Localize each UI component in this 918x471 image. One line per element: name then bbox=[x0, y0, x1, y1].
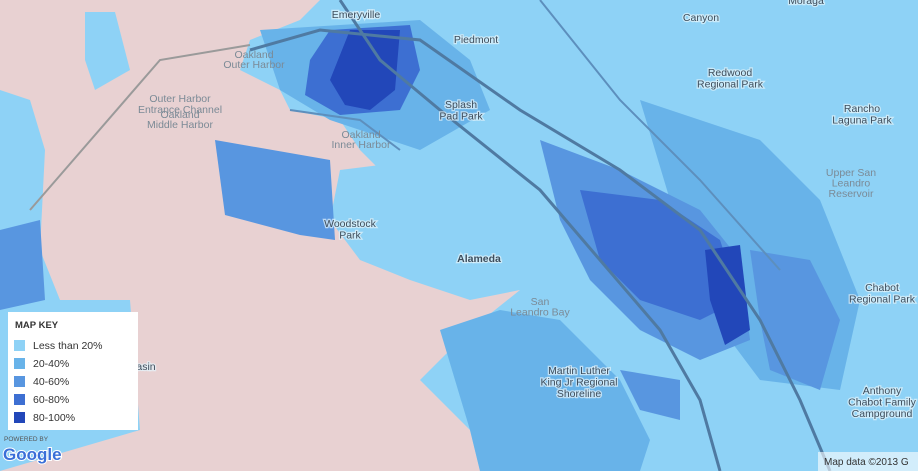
place-label: Anthony Chabot Family Campground bbox=[848, 385, 916, 420]
place-label-line: Redwood bbox=[708, 67, 753, 79]
map-key-title: MAP KEY bbox=[15, 320, 59, 331]
west-edge bbox=[0, 220, 45, 310]
place-label-line: Oakland bbox=[234, 49, 273, 61]
place-label-line: Woodstock bbox=[324, 218, 376, 230]
oakland-port bbox=[215, 140, 335, 240]
alameda bbox=[330, 160, 530, 300]
map-data: Map data ©2013 G bbox=[824, 457, 909, 468]
east-oakland-c bbox=[705, 245, 750, 345]
place-label: Upper San Leandro Reservoir bbox=[826, 167, 876, 200]
map-key-box bbox=[8, 312, 138, 430]
place-label: Redwood Regional Park bbox=[697, 67, 764, 91]
key-swatch bbox=[14, 394, 25, 405]
place-label-line: Middle Harbor bbox=[147, 119, 213, 131]
place-label: Oakland Middle Harbor bbox=[147, 109, 213, 131]
place-label-line: Regional Park bbox=[849, 294, 916, 306]
place-label-line: Upper San bbox=[826, 167, 876, 179]
place-label: Piedmont bbox=[454, 34, 498, 46]
roads bbox=[29, 0, 832, 471]
place-label: Moraga bbox=[788, 0, 824, 7]
place-label-line: Park bbox=[339, 230, 361, 242]
place-label-line: Oakland bbox=[341, 129, 380, 141]
place-label-line: Piedmont bbox=[454, 34, 498, 46]
google-logo: Google bbox=[3, 445, 62, 464]
powered-by: POWERED BY bbox=[4, 436, 49, 443]
place-label-line: Splash bbox=[445, 99, 477, 111]
place-label-line: asin bbox=[136, 361, 155, 373]
place-label-line: Pad Park bbox=[439, 111, 483, 123]
place-label: Rancho Laguna Park bbox=[832, 103, 892, 127]
place-label-line: King Jr Regional bbox=[540, 377, 617, 389]
place-label: Splash Pad Park bbox=[439, 99, 483, 123]
place-label-line: Regional Park bbox=[697, 79, 764, 91]
place-label-line: Alameda bbox=[457, 253, 501, 265]
place-label: Oakland Outer Harbor bbox=[223, 49, 285, 71]
place-label-line: Shoreline bbox=[557, 388, 602, 400]
key-swatch bbox=[14, 412, 25, 423]
key-label: 80-100% bbox=[33, 412, 75, 424]
place-label-line: Leandro Bay bbox=[510, 307, 570, 319]
place-label-line: Chabot bbox=[865, 282, 899, 294]
key-label: 20-40% bbox=[33, 358, 69, 370]
place-label-line: San bbox=[531, 296, 550, 308]
place-label-line: Leandro bbox=[832, 178, 871, 190]
place-label-line: Canyon bbox=[683, 12, 719, 24]
place-label: asin bbox=[136, 361, 155, 373]
place-label: San Leandro Bay bbox=[510, 296, 570, 319]
place-label: Emeryville bbox=[332, 9, 381, 21]
west-oakland-core bbox=[330, 30, 400, 110]
key-swatch bbox=[14, 358, 25, 369]
chabot-area bbox=[750, 250, 840, 390]
place-label: Oakland Inner Harbor bbox=[332, 129, 391, 151]
treasure-island bbox=[85, 12, 130, 90]
key-label: 40-60% bbox=[33, 376, 69, 388]
place-label-line: Outer Harbor bbox=[223, 59, 285, 71]
place-label: Martin Luther King Jr Regional Shoreline bbox=[540, 365, 617, 400]
key-swatch bbox=[14, 340, 25, 351]
place-label-line: Reservoir bbox=[829, 188, 874, 200]
key-swatch bbox=[14, 376, 25, 387]
place-label-line: Chabot Family bbox=[848, 397, 916, 409]
place-label: Canyon bbox=[683, 12, 719, 24]
place-label-line: Emeryville bbox=[332, 9, 381, 21]
place-label-line: Anthony bbox=[863, 385, 902, 397]
place-label-line: Campground bbox=[852, 408, 913, 420]
east-oakland-b bbox=[580, 190, 740, 320]
place-label-line: Outer Harbor bbox=[149, 93, 211, 105]
place-label-line: Inner Harbor bbox=[332, 139, 391, 151]
place-label: Chabot Regional Park bbox=[849, 282, 916, 306]
place-label-line: Moraga bbox=[788, 0, 824, 7]
key-label: Less than 20% bbox=[33, 340, 102, 352]
place-label-line: Rancho bbox=[844, 103, 880, 115]
place-label-line: Entrance Channel bbox=[138, 104, 222, 116]
key-label: 60-80% bbox=[33, 394, 69, 406]
san-leandro bbox=[440, 310, 650, 471]
place-label: Alameda bbox=[457, 253, 501, 265]
attribution-bg bbox=[818, 452, 918, 471]
place-label-line: Laguna Park bbox=[832, 115, 892, 127]
place-label-line: Oakland bbox=[160, 109, 199, 121]
place-label: Outer Harbor Entrance Channel bbox=[138, 93, 222, 116]
place-label: Woodstock Park bbox=[324, 218, 376, 242]
place-label-line: Martin Luther bbox=[548, 365, 610, 377]
map-key: MAP KEY Less than 20% 20-40% 40-60% 60-80% 8… bbox=[8, 312, 138, 430]
oakland-flat bbox=[620, 370, 680, 420]
